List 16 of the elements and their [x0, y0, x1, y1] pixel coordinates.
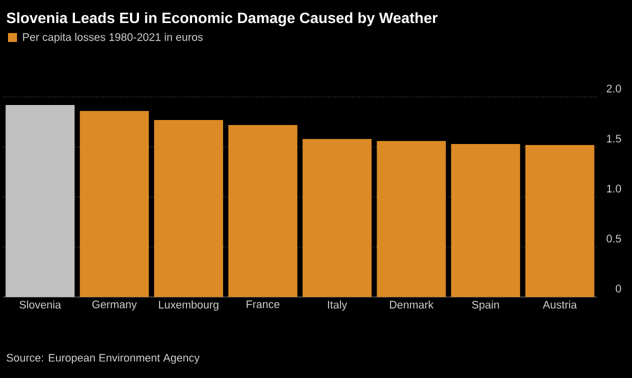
y-tick-label: 1.5	[607, 134, 621, 142]
legend-label: Per capita losses 1980-2021 in euros	[23, 32, 203, 44]
y-tick-label: 1.0	[607, 184, 622, 192]
x-tick-label: France	[246, 300, 280, 308]
y-tick-label: 0	[616, 284, 622, 292]
x-tick-label: Spain	[472, 300, 499, 311]
x-tick-label: Austria	[542, 300, 577, 309]
y-tick-label: 2.0	[606, 84, 622, 92]
y-tick-label: 0.5	[606, 234, 621, 242]
chart-title: Slovenia Leads EU in Economic Damage Caused by Weather	[6, 12, 438, 26]
x-tick-label: Germany	[92, 300, 137, 310]
x-tick-label: Denmark	[390, 300, 434, 309]
source-note: Source: European Environment Agency	[6, 354, 200, 364]
x-tick-label: Italy	[328, 300, 348, 311]
x-tick-label: Slovenia	[20, 300, 62, 309]
x-tick-label: Luxembourg	[159, 300, 218, 311]
